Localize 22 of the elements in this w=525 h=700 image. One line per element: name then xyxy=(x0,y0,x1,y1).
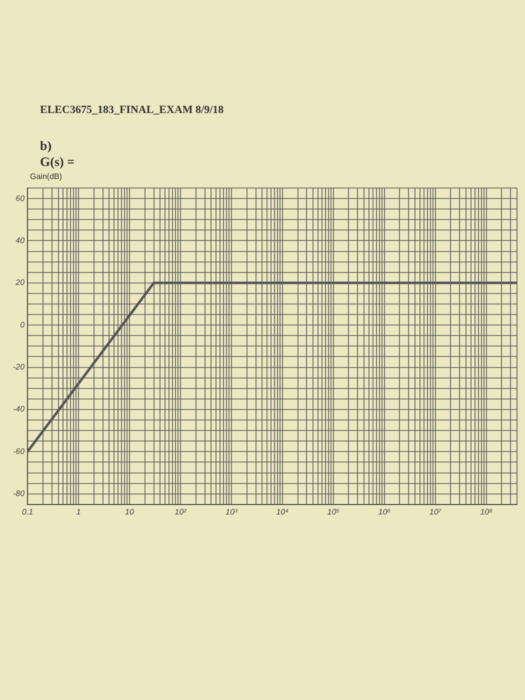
x-tick-label: 10⁷ xyxy=(429,507,442,516)
chart-title: ELEC3675_183_FINAL_EXAM 8/9/18 xyxy=(40,104,224,116)
y-axis-title: Gain(dB) xyxy=(30,172,62,181)
x-tick-label: 1 xyxy=(76,507,81,516)
y-tick-label: -60 xyxy=(13,446,26,456)
chart-subtitle: b) xyxy=(40,138,52,154)
y-tick-label: -80 xyxy=(13,489,26,498)
x-tick-label: 10⁸ xyxy=(480,507,494,516)
x-tick-label: 10³ xyxy=(226,507,238,516)
y-tick-label: -20 xyxy=(13,362,26,372)
x-tick-label: 0.1 xyxy=(22,507,34,516)
y-tick-label: 40 xyxy=(16,236,26,245)
y-tick-label: 0 xyxy=(20,320,26,330)
x-tick-label: 10 xyxy=(125,507,135,516)
y-tick-label: -40 xyxy=(13,404,26,414)
y-tick-label: 20 xyxy=(14,278,26,288)
x-tick-label: 10⁵ xyxy=(327,507,340,516)
y-tick-label: 60 xyxy=(16,194,26,203)
text: G(s) = xyxy=(40,154,74,170)
x-tick-label: 10² xyxy=(174,507,187,516)
x-tick-label: 10⁶ xyxy=(378,507,392,516)
x-tick-label: 10⁴ xyxy=(276,507,290,516)
